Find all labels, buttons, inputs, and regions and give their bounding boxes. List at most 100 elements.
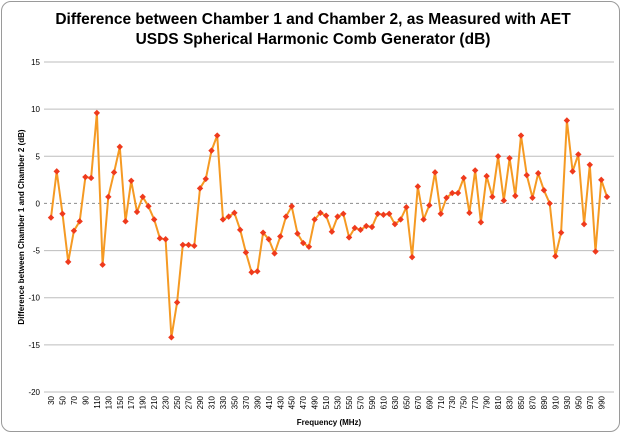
x-tick-label: 450 [288, 395, 297, 409]
x-tick-label: 190 [139, 395, 148, 409]
data-point [82, 173, 89, 181]
data-point [426, 202, 433, 209]
x-tick-labels: 30 50 70 90 110 130 150 170 190 210 230 250 270 290 31… [47, 395, 606, 409]
data-point [357, 226, 364, 234]
data-point [231, 209, 238, 217]
x-tick-label: 730 [448, 395, 457, 409]
y-tick-label: 0 [36, 199, 41, 208]
x-tick-label: 110 [93, 395, 102, 408]
data-point [248, 269, 255, 276]
x-tick-label: 590 [368, 395, 377, 409]
data-point [397, 216, 404, 223]
data-point [345, 234, 353, 241]
data-point [506, 154, 513, 162]
data-point [317, 209, 324, 217]
x-tick-label: 970 [586, 395, 595, 409]
data-point [225, 213, 232, 220]
data-point [477, 219, 485, 226]
data-point [471, 167, 479, 174]
data-point [64, 258, 72, 266]
data-point [173, 299, 181, 306]
data-point [420, 216, 427, 223]
data-point [219, 216, 227, 223]
data-point [300, 239, 307, 247]
x-tick-label: 850 [517, 395, 526, 409]
y-tick-label: -5 [33, 247, 41, 256]
data-point [414, 183, 422, 190]
data-point [254, 268, 261, 275]
x-tick-label: 930 [563, 395, 572, 409]
gridlines [44, 61, 614, 393]
data-point [374, 210, 381, 217]
data-point [603, 193, 611, 201]
x-tick-label: 650 [402, 395, 411, 409]
x-tick-label: 410 [265, 395, 274, 409]
x-tick-label: 770 [471, 395, 480, 409]
data-point [265, 236, 273, 243]
data-point [437, 210, 444, 217]
data-point [535, 170, 542, 177]
x-tick-label: 890 [540, 395, 549, 409]
data-point [328, 228, 336, 235]
x-tick-label: 810 [494, 395, 503, 409]
data-point [196, 185, 204, 192]
data-point [76, 218, 83, 225]
y-tick-labels: 15 10 5 0 -5 -10 -15 -20 [28, 58, 40, 397]
data-point [110, 169, 118, 176]
data-point [351, 224, 358, 232]
data-point [202, 175, 209, 183]
data-point [168, 334, 175, 341]
y-axis-title: Difference between Chamber 1 and Chamber… [17, 129, 26, 324]
data-point [139, 193, 146, 201]
x-tick-label: 990 [597, 395, 606, 409]
data-point [483, 172, 490, 180]
x-tick-label: 670 [414, 395, 423, 409]
data-point [53, 168, 60, 175]
x-tick-label: 390 [253, 395, 262, 409]
data-point [380, 211, 387, 218]
data-point [391, 220, 399, 228]
data-point [540, 187, 548, 194]
x-tick-label: 370 [242, 395, 251, 409]
data-point [500, 197, 508, 204]
data-point [334, 213, 341, 220]
data-point [552, 253, 559, 260]
data-point [385, 210, 393, 217]
data-point [546, 200, 553, 207]
data-point [70, 227, 78, 234]
x-tick-label: 290 [196, 395, 205, 409]
data-point [145, 203, 152, 210]
data-point [460, 174, 467, 182]
data-point [128, 177, 135, 184]
y-tick-label: 5 [36, 152, 41, 161]
data-point [179, 241, 187, 249]
data-point [523, 171, 530, 179]
x-tick-label: 170 [127, 395, 136, 409]
x-tick-label: 210 [150, 395, 159, 409]
x-tick-label: 830 [506, 395, 515, 409]
data-point [580, 220, 588, 228]
y-tick-label: 15 [31, 58, 40, 67]
data-point [93, 109, 101, 117]
chart-title-line-2: USDS Spherical Harmonic Comb Generator (… [136, 31, 491, 48]
data-point [598, 176, 605, 184]
x-tick-label: 570 [357, 395, 366, 409]
x-tick-label: 50 [58, 395, 67, 404]
data-point [363, 222, 370, 230]
x-axis-title: Frequency (MHz) [297, 418, 362, 427]
data-point [133, 208, 141, 216]
x-tick-label: 310 [207, 395, 216, 409]
x-tick-label: 750 [460, 395, 469, 409]
series-layer [47, 109, 611, 341]
data-point [592, 248, 599, 255]
data-point [569, 168, 576, 175]
x-tick-label: 910 [551, 395, 560, 409]
data-point [431, 169, 439, 176]
x-tick-label: 130 [104, 395, 113, 409]
data-point [443, 194, 450, 201]
data-point [305, 243, 313, 250]
data-point [99, 261, 106, 268]
x-tick-label: 710 [437, 395, 446, 409]
data-point [403, 204, 410, 211]
